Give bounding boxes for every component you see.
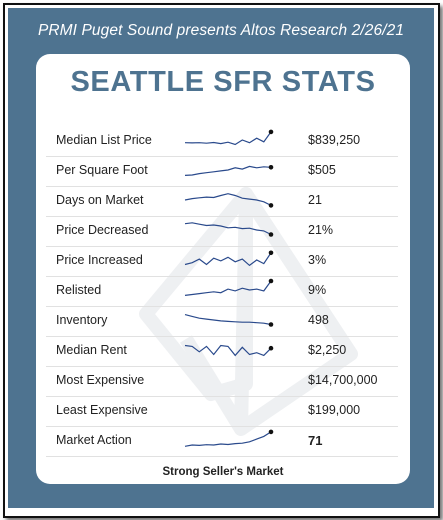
sparkline-endpoint xyxy=(268,429,274,435)
sparkline-path xyxy=(184,344,272,357)
stat-value: 498 xyxy=(308,313,329,327)
card-title: SEATTLE SFR STATS xyxy=(70,66,376,98)
sparkline-chart xyxy=(184,278,274,296)
sparkline-endpoint xyxy=(268,129,274,135)
stat-value: $199,000 xyxy=(308,403,361,417)
stat-row: Per Square Foot $505 xyxy=(46,156,398,187)
stat-value: 21 xyxy=(308,193,322,207)
stats-panel: PRMI Puget Sound presents Altos Research… xyxy=(8,8,434,508)
stat-label: Days on Market xyxy=(56,193,144,207)
sparkline-endpoint xyxy=(268,322,274,327)
sparkline-path xyxy=(184,165,272,176)
stat-label: Least Expensive xyxy=(56,403,148,417)
stat-row: Market Action 71 xyxy=(46,426,398,457)
stat-row: Median Rent $2,250 xyxy=(46,336,398,367)
sparkline-endpoint xyxy=(268,278,274,284)
sparkline-chart xyxy=(184,429,274,447)
watermark-logo xyxy=(139,187,358,436)
sparkline-chart xyxy=(184,193,274,208)
sparkline-endpoint xyxy=(268,345,274,351)
sparkline-path xyxy=(184,314,272,326)
sparkline-endpoint xyxy=(268,203,274,208)
sparkline-chart xyxy=(184,222,274,237)
stat-value: $505 xyxy=(308,163,336,177)
stat-label: Median List Price xyxy=(56,133,152,147)
stat-value: 71 xyxy=(308,433,323,448)
sparkline-path xyxy=(184,222,272,236)
sparkline-endpoint xyxy=(268,165,274,170)
sparkline-endpoint xyxy=(268,232,274,237)
stat-value: $2,250 xyxy=(308,343,347,357)
stat-label: Price Increased xyxy=(56,253,143,267)
stat-row: Price Increased 3% xyxy=(46,246,398,277)
stat-row: Relisted 9% xyxy=(46,276,398,307)
stat-value: 9% xyxy=(308,283,327,297)
market-status-label: Strong Seller's Market xyxy=(162,466,284,478)
stat-label: Most Expensive xyxy=(56,373,145,387)
stat-value: $839,250 xyxy=(308,133,361,147)
stat-value: 3% xyxy=(308,253,327,267)
stat-label: Per Square Foot xyxy=(56,163,148,177)
sparkline-path xyxy=(184,193,272,206)
stat-label: Inventory xyxy=(56,313,108,327)
stat-label: Market Action xyxy=(56,433,132,447)
stat-row: Price Decreased 21% xyxy=(46,216,398,247)
stat-value: $14,700,000 xyxy=(308,373,378,387)
sparkline-chart xyxy=(184,165,274,176)
stat-label: Price Decreased xyxy=(56,223,149,237)
stat-row: Most Expensive $14,700,000 xyxy=(46,366,398,397)
stats-card: SEATTLE SFR STATS Median List Price $839,… xyxy=(36,54,410,484)
sparkline-chart xyxy=(184,314,274,327)
sparkline-chart xyxy=(184,129,274,146)
stat-label: Median Rent xyxy=(56,343,127,357)
stat-row: Median List Price $839,250 xyxy=(46,126,398,157)
sparkline-endpoint xyxy=(268,250,274,256)
sparkline-chart xyxy=(184,250,274,267)
stat-row: Days on Market 21 xyxy=(46,186,398,217)
sparkline-path xyxy=(184,131,272,146)
stat-value: 21% xyxy=(308,223,334,237)
stat-row: Least Expensive $199,000 xyxy=(46,396,398,427)
sparkline-chart xyxy=(184,344,274,357)
sparkline-path xyxy=(184,280,272,296)
stat-row: Inventory 498 xyxy=(46,306,398,337)
sparkline-path xyxy=(184,252,272,267)
header-title: PRMI Puget Sound presents Altos Research… xyxy=(37,22,405,39)
stat-label: Relisted xyxy=(56,283,102,297)
sparkline-path xyxy=(184,431,272,447)
